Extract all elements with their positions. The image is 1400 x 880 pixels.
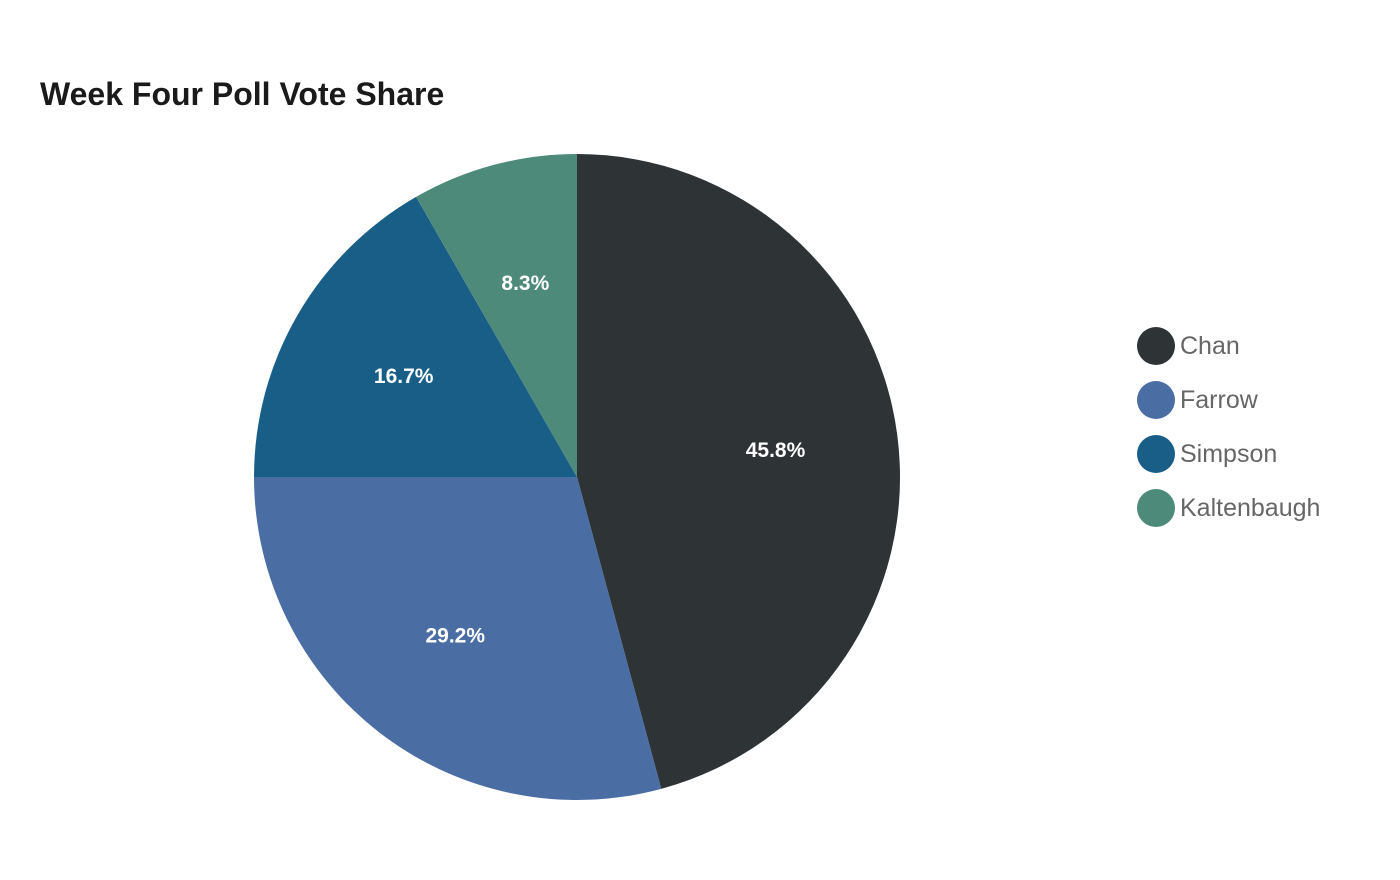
legend-swatch-farrow: [1137, 381, 1175, 419]
legend-swatch-simpson: [1137, 435, 1175, 473]
legend-item-chan[interactable]: Chan: [1137, 327, 1320, 365]
pie-slice-chan[interactable]: [577, 154, 900, 789]
legend-item-simpson[interactable]: Simpson: [1137, 435, 1320, 473]
pie-slice-kaltenbaugh[interactable]: [416, 154, 577, 477]
chart-title: Week Four Poll Vote Share: [40, 76, 445, 112]
slice-label-farrow: 29.2%: [425, 625, 485, 648]
legend-item-farrow[interactable]: Farrow: [1137, 381, 1320, 419]
legend-label-chan: Chan: [1180, 331, 1240, 360]
slice-label-simpson: 16.7%: [374, 365, 434, 388]
pie-slice-farrow[interactable]: [254, 477, 662, 801]
slice-label-chan: 45.8%: [746, 439, 806, 462]
legend-swatch-chan: [1137, 327, 1175, 365]
pie-slice-simpson[interactable]: [254, 196, 577, 477]
legend: Chan Farrow Simpson Kaltenbaugh: [1137, 327, 1320, 543]
slice-label-kaltenbaugh: 8.3%: [501, 272, 549, 295]
legend-swatch-kaltenbaugh: [1137, 489, 1175, 527]
legend-item-kaltenbaugh[interactable]: Kaltenbaugh: [1137, 489, 1320, 527]
legend-label-kaltenbaugh: Kaltenbaugh: [1180, 493, 1321, 522]
legend-label-farrow: Farrow: [1180, 385, 1258, 414]
legend-label-simpson: Simpson: [1180, 439, 1278, 468]
